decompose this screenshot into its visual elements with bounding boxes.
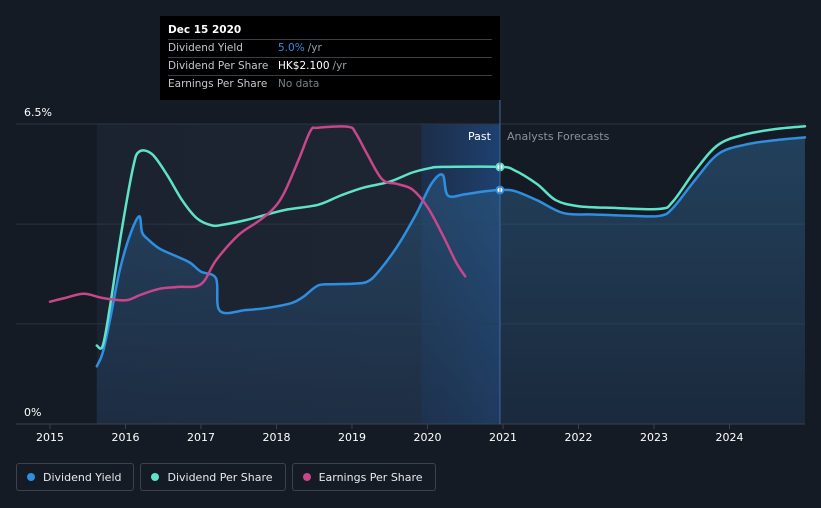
forecast-label: Analysts Forecasts (507, 130, 610, 143)
tooltip-row-earnings-per-share: Earnings Per Share No data (168, 76, 492, 93)
earnings-per-share-dot-icon (302, 473, 311, 481)
x-tick-label: 2020 (413, 431, 441, 444)
legend-item-dividend-yield[interactable]: Dividend Yield (16, 463, 135, 491)
x-tick-label: 2021 (489, 431, 517, 444)
legend-item-dividend-per-share[interactable]: Dividend Per Share (140, 463, 286, 491)
tooltip: Dec 15 2020 Dividend Yield 5.0% /yr Divi… (160, 16, 500, 100)
dividend-yield-dot-icon (27, 473, 35, 481)
x-tick-label: 2024 (715, 431, 743, 444)
tooltip-value: 5.0% (278, 42, 305, 54)
y-tick-label: 6.5% (24, 106, 52, 119)
x-tick-label: 2015 (36, 431, 64, 444)
tooltip-value: No data (278, 78, 320, 90)
series-line-earnings_per_share (48, 125, 467, 303)
tooltip-label: Earnings Per Share (168, 78, 268, 90)
tooltip-value: HK$2.100 (278, 60, 330, 72)
x-tick-label: 2023 (640, 431, 668, 444)
x-tick-label: 2019 (338, 431, 366, 444)
tooltip-date: Dec 15 2020 (168, 21, 492, 40)
tooltip-label: Dividend Yield (168, 42, 243, 54)
tooltip-unit: /yr (332, 60, 347, 72)
x-tick-label: 2016 (111, 431, 139, 444)
dividend-per-share-dot-icon (151, 473, 160, 481)
legend-label: Dividend Per Share (167, 470, 273, 484)
y-tick-label: 0% (24, 406, 41, 419)
series-line-dividend_yield (95, 136, 807, 368)
series-area-dividend_yield (96, 137, 806, 424)
legend-label: Earnings Per Share (318, 470, 423, 484)
tooltip-unit: /yr (307, 42, 322, 54)
x-tick-label: 2022 (564, 431, 592, 444)
past-label: Past (468, 130, 492, 143)
legend: Dividend Yield Dividend Per Share Earnin… (16, 463, 436, 491)
legend-label: Dividend Yield (43, 470, 122, 484)
tooltip-label: Dividend Per Share (168, 60, 269, 72)
tooltip-row-dividend-yield: Dividend Yield 5.0% /yr (168, 40, 492, 58)
x-tick-label: 2018 (262, 431, 290, 444)
legend-item-earnings-per-share[interactable]: Earnings Per Share (291, 463, 436, 491)
x-tick-label: 2017 (187, 431, 215, 444)
series-line-dividend_per_share (95, 125, 807, 350)
tooltip-row-dividend-per-share: Dividend Per Share HK$2.100 /yr (168, 58, 492, 76)
